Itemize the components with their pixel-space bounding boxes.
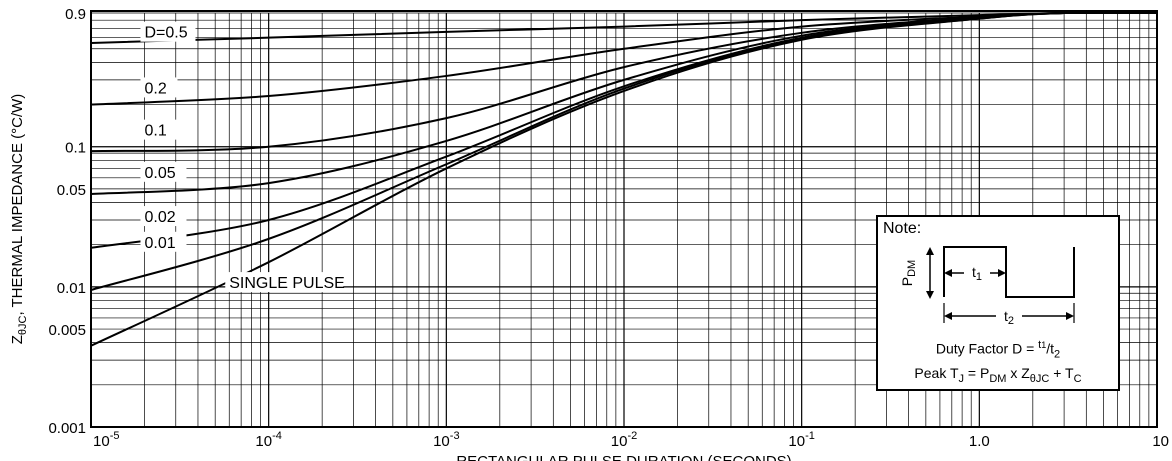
series-label: 0.2 bbox=[144, 80, 166, 97]
x-tick-label: 1.0 bbox=[969, 433, 990, 450]
series-label: D=0.5 bbox=[144, 25, 187, 42]
series-layer bbox=[90, 11, 1158, 347]
series-label-bg bbox=[140, 231, 187, 252]
series-label: SINGLE PULSE bbox=[229, 275, 345, 292]
peak-tj-formula: Peak TJ = PDM x ZθJC + TC bbox=[914, 365, 1082, 385]
y-tick-label: 0.005 bbox=[48, 322, 86, 339]
t2-arrow-head-right bbox=[1066, 312, 1074, 320]
x-tick-label: 10 bbox=[1152, 433, 1169, 450]
pdm-arrow-head-down bbox=[926, 291, 934, 299]
x-tick-label: 10-3 bbox=[433, 430, 459, 450]
y-tick-label: 0.1 bbox=[65, 140, 86, 157]
series-label-bg bbox=[225, 272, 344, 293]
y-tick-labels: 0.9 0.1 0.05 0.01 0.005 0.001 bbox=[48, 6, 86, 437]
pdm-arrow-head-up bbox=[926, 247, 934, 255]
x-axis-label: RECTANGULAR PULSE DURATION (SECONDS) bbox=[456, 453, 791, 461]
pdm-label: PDM bbox=[899, 260, 918, 286]
series-label-bg bbox=[140, 21, 196, 42]
pulse-waveform bbox=[943, 246, 1075, 298]
svg-text:ZθJC, THERMAL IMPEDANCE (°C/W): ZθJC, THERMAL IMPEDANCE (°C/W) bbox=[9, 94, 29, 345]
series-line bbox=[90, 11, 1158, 347]
series-label: 0.02 bbox=[144, 209, 175, 226]
plot-frame bbox=[90, 10, 1158, 428]
series-label: 0.1 bbox=[144, 123, 166, 140]
t2-label: t2 bbox=[1004, 308, 1014, 327]
x-tick-label: 10-2 bbox=[611, 430, 637, 450]
t1-label: t1 bbox=[972, 264, 982, 283]
pulse-diagram: PDM t1 t2 bbox=[899, 246, 1075, 327]
series-label: 0.05 bbox=[144, 165, 175, 182]
t1-arrow-head-left bbox=[944, 269, 952, 277]
series-label: 0.01 bbox=[144, 235, 175, 252]
series-label-bg bbox=[140, 161, 187, 182]
x-tick-label: 10-1 bbox=[788, 430, 814, 450]
series-label-bg bbox=[140, 206, 187, 227]
y-axis-label: ZθJC, THERMAL IMPEDANCE (°C/W) bbox=[9, 94, 29, 345]
y-tick-label: 0.05 bbox=[57, 182, 86, 199]
x-tick-label: 10-4 bbox=[255, 430, 281, 450]
duty-factor-formula: Duty Factor D = t1/t2 bbox=[935, 339, 1061, 361]
y-tick-label: 0.9 bbox=[65, 6, 86, 23]
series-labels: D=0.5 0.2 0.1 0.05 0.02 0.01 SINGLE PULSE bbox=[140, 21, 345, 293]
series-label-bg bbox=[140, 77, 178, 98]
y-tick-label: 0.01 bbox=[57, 280, 86, 297]
x-tick-labels: 10-5 10-4 10-3 10-2 10-1 1.0 10 bbox=[93, 430, 1169, 450]
t2-arrow-head-left bbox=[944, 312, 952, 320]
t1-arrow-head-right bbox=[998, 269, 1006, 277]
series-label-bg bbox=[140, 119, 178, 140]
note-box: Note: PDM t1 t2 Duty Factor D = t1/t2 Pe… bbox=[876, 215, 1120, 391]
note-title: Note: bbox=[883, 220, 922, 237]
y-tick-label: 0.001 bbox=[48, 420, 86, 437]
x-tick-label: 10-5 bbox=[93, 430, 119, 450]
